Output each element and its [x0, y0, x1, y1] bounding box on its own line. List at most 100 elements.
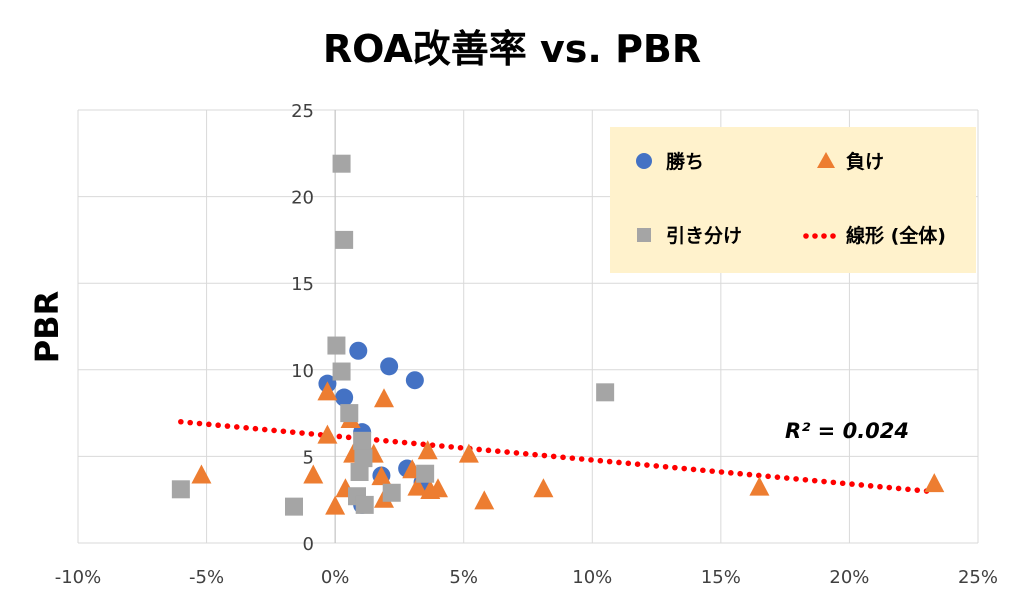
trendline-dot [233, 424, 240, 430]
legend-draw: 引き分け [666, 225, 742, 247]
trendline-dot [634, 461, 641, 467]
trendline-dot [271, 427, 277, 434]
data-point-lose [317, 381, 338, 401]
trendline-dot [569, 455, 576, 461]
trendline-dot [206, 421, 212, 428]
trendline-dot [839, 480, 846, 487]
trendline-dot [616, 459, 622, 466]
trendline-dot [439, 443, 445, 449]
trendline-dot [718, 469, 725, 475]
trendline-dot [215, 422, 221, 429]
trendline-dot [728, 470, 734, 476]
data-point-lose [407, 476, 428, 496]
data-point-lose [191, 464, 212, 484]
x-tick-label: -10% [55, 567, 102, 588]
trendline-dot [867, 483, 874, 489]
trendline-dot [504, 449, 510, 455]
trendline-dot [513, 450, 520, 456]
trendline-dot [187, 419, 193, 426]
x-tick-label: 10% [572, 567, 612, 588]
y-tick-label: 15 [291, 274, 314, 295]
y-tick-label: 0 [303, 534, 314, 555]
y-tick-label: 5 [303, 447, 314, 468]
y-tick-label: 25 [291, 101, 314, 122]
data-point-lose [317, 424, 338, 444]
data-point-lose [374, 388, 394, 408]
trendline-dot [886, 484, 893, 491]
data-point-draw [335, 230, 354, 249]
trendline-dot [383, 438, 389, 444]
data-point-lose [924, 473, 945, 493]
trendline-dot [625, 460, 632, 467]
legend-lose: 負け [846, 150, 884, 173]
trendline-dot [802, 476, 809, 483]
x-tick-label: 25% [958, 567, 998, 588]
data-point-win [335, 388, 354, 407]
trendline-dot [252, 425, 259, 432]
data-point-win [380, 357, 399, 376]
trendline-dot [681, 465, 688, 472]
data-point-lose [458, 443, 479, 463]
trendline-dot [737, 470, 743, 477]
trendline-dot [858, 482, 865, 488]
trendline-dot [289, 429, 296, 435]
trendline-dot [588, 457, 594, 463]
trendline-dot [653, 463, 660, 469]
trendline-dot [578, 456, 585, 462]
data-point-lose [428, 478, 448, 498]
trendline-dot [755, 472, 762, 479]
trendline-dot [476, 446, 482, 453]
data-point-draw [285, 497, 303, 516]
data-point-win [405, 371, 424, 390]
data-point-draw [332, 154, 351, 173]
trendline-dot [830, 479, 837, 486]
data-point-lose [749, 476, 770, 496]
trendline-dot [308, 431, 315, 437]
data-point-draw [382, 483, 401, 502]
data-point-lose [417, 440, 438, 460]
trendline-dot [411, 440, 417, 447]
legend-circle-icon [636, 153, 652, 169]
data-point-lose [303, 464, 324, 484]
data-point-draw [332, 362, 351, 381]
trendline-dot [345, 434, 352, 441]
trendline-dot [597, 457, 604, 464]
data-point-draw [353, 431, 372, 450]
y-tick-label: 20 [291, 188, 314, 209]
trendline-dot [224, 423, 231, 429]
trendline-dot [895, 485, 902, 492]
trendline-dot [774, 474, 781, 480]
trendline-dot [196, 420, 203, 427]
trendline-dot [709, 468, 715, 474]
trendline-dot [392, 438, 399, 445]
x-tick-label: 15% [701, 567, 741, 588]
trendline-dot [420, 441, 427, 448]
legend-trend-icon [803, 233, 836, 239]
legend: 勝ち 負け 引き分け 線形 (全体) [610, 127, 976, 273]
trendline-dot [905, 486, 911, 493]
data-point-draw [350, 462, 369, 481]
trendline-dot [243, 425, 249, 431]
x-tick-label: 20% [829, 567, 869, 588]
chart-title: ROA改善率 vs. PBR [323, 27, 701, 71]
trendline-dot [765, 473, 771, 480]
data-point-win [349, 341, 368, 360]
trendline-dot [700, 467, 706, 474]
y-axis-label: PBR [28, 291, 66, 363]
trendline-dot [849, 481, 855, 487]
trendline-dot [914, 487, 921, 493]
trendline-dot [560, 454, 566, 461]
trendline-dot [746, 471, 753, 478]
data-point-draw [171, 480, 190, 499]
legend-triangle-icon [817, 152, 835, 168]
trendline-dot [429, 442, 436, 448]
trendline-dot [672, 464, 678, 471]
legend-trend: 線形 (全体) [846, 224, 946, 247]
y-tick-label: 10 [291, 361, 314, 382]
trendline-dot [373, 437, 380, 443]
data-point-draw [340, 404, 359, 423]
trendline-dot [494, 448, 501, 455]
legend-win: 勝ち [666, 150, 704, 173]
trendline-dot [178, 418, 184, 425]
